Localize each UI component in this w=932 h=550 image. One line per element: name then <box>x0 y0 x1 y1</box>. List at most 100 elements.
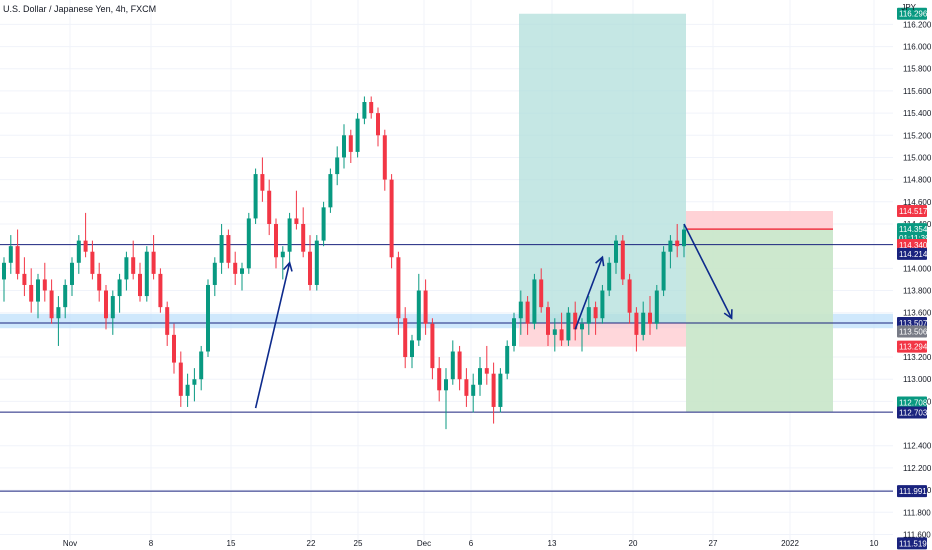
price-tag-label: 113.507 <box>899 319 928 328</box>
short-position-stop-zone <box>686 211 833 230</box>
candle-body <box>280 251 285 258</box>
candle <box>233 251 238 285</box>
candle <box>280 246 285 280</box>
candle <box>410 334 414 369</box>
candle <box>675 223 680 258</box>
candle <box>396 251 401 335</box>
candle-body <box>56 307 61 319</box>
candle <box>512 312 516 352</box>
time-axis[interactable]: Nov 8 15 22 25 Dec 6 13 20 27 2022 10 <box>0 539 893 550</box>
candle <box>505 340 510 380</box>
candle-body <box>600 290 605 319</box>
price-axis-background <box>893 0 932 550</box>
symbol-title: U.S. Dollar / Japanese Yen, 4h, FXCM <box>3 4 157 14</box>
price-tag-label: 116.296 <box>899 10 928 19</box>
candle-body <box>246 218 251 269</box>
candle-body <box>49 290 54 319</box>
candle-body <box>478 368 482 385</box>
candle-body <box>444 379 448 391</box>
trend-arrow-head <box>283 261 293 272</box>
candle-body <box>104 290 108 319</box>
price-tag-background <box>897 396 927 409</box>
candle-body <box>675 240 680 247</box>
candle <box>620 235 625 285</box>
candle-body <box>532 279 537 324</box>
candle-body <box>15 246 20 274</box>
candle <box>552 318 557 352</box>
time-tick-label: 27 <box>709 539 718 548</box>
candlestick-series <box>2 96 686 430</box>
candle <box>641 301 646 341</box>
candle-body <box>648 312 652 324</box>
time-tick-label: 10 <box>870 539 879 548</box>
price-tag-background <box>897 406 927 419</box>
candle <box>328 168 333 213</box>
price-tick-label: 114.800 <box>903 176 932 185</box>
short-position-profit-zone <box>686 229 833 412</box>
candle-body <box>525 301 530 324</box>
candle <box>682 223 686 258</box>
price-tag-background <box>897 485 927 498</box>
candle <box>63 279 68 319</box>
candle-body <box>172 334 176 363</box>
candle-body <box>634 312 639 335</box>
candle-body <box>498 373 503 407</box>
candle <box>212 257 217 297</box>
candle <box>491 362 496 424</box>
candle-body <box>29 284 34 302</box>
candle-body <box>8 246 13 263</box>
price-axis[interactable]: 116.200 116.000 115.800 115.600 115.400 115.2… <box>893 0 932 550</box>
price-tick-label: 115.000 <box>903 153 932 162</box>
candle <box>668 235 673 269</box>
candle <box>634 307 639 352</box>
candle <box>206 279 210 358</box>
candle <box>437 357 442 402</box>
price-tag: 112.703 <box>897 406 928 419</box>
candle-body <box>321 207 326 241</box>
candle <box>90 240 95 280</box>
candle <box>158 268 163 313</box>
price-tag-background <box>897 537 927 550</box>
candle-body <box>573 312 578 330</box>
time-tick-label: 13 <box>548 539 557 548</box>
long-position-profit-zone <box>519 13 686 324</box>
candle-body <box>661 251 666 291</box>
candle <box>389 174 394 269</box>
candle-body <box>614 240 618 263</box>
candle <box>342 124 346 169</box>
candle-body <box>566 312 571 341</box>
candle <box>525 296 530 335</box>
candle <box>70 257 74 297</box>
candle <box>267 179 272 236</box>
candle-body <box>505 345 510 374</box>
candle-body <box>70 262 74 285</box>
price-tick-label: 113.000 <box>903 375 932 384</box>
candle <box>314 235 319 291</box>
candle-body <box>42 279 47 291</box>
price-tag: 114.517 <box>897 205 928 218</box>
candle <box>478 357 482 396</box>
position-zones[interactable] <box>0 13 893 412</box>
price-tag: 113.506 <box>897 325 928 338</box>
candle-body <box>144 251 149 297</box>
price-tag-label: 113.506 <box>899 328 928 337</box>
price-tick-label: 113.600 <box>903 309 932 318</box>
candle <box>566 307 571 346</box>
candle-body <box>76 240 81 263</box>
price-tick-label: 116.200 <box>903 20 932 29</box>
trend-arrows[interactable] <box>254 223 733 409</box>
candle <box>369 96 374 119</box>
candle-body <box>274 223 278 258</box>
candle <box>76 235 81 274</box>
price-tag-label: 111.519 <box>899 539 927 548</box>
candle-body <box>559 329 564 341</box>
time-tick-label: 22 <box>307 539 316 548</box>
candle-body <box>580 323 584 330</box>
candle <box>661 246 666 297</box>
candle <box>226 229 231 269</box>
candle-body <box>627 279 632 313</box>
candle-body <box>97 273 102 291</box>
candle <box>36 273 40 319</box>
currency-unit-label[interactable]: JPY <box>901 3 916 12</box>
